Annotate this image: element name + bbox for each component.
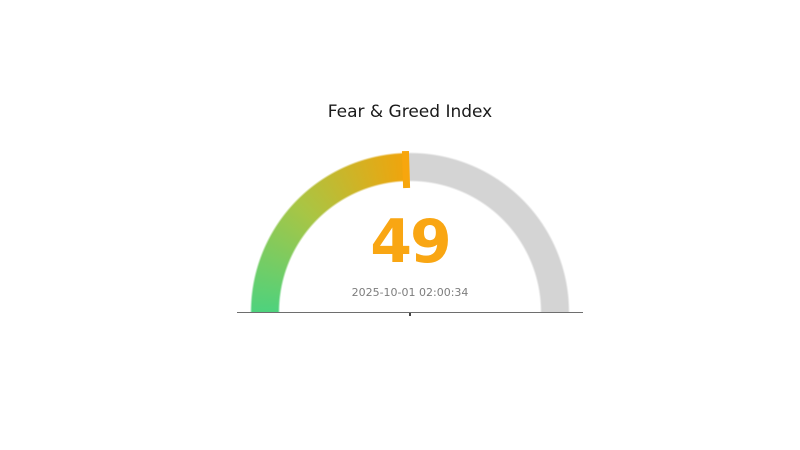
gauge-marker-needle [401,150,410,189]
chart-title: Fear & Greed Index [327,102,493,122]
gauge-arc [250,152,570,312]
axis-tick [409,313,411,316]
gauge-baseline [237,312,583,313]
gauge-timestamp: 2025-10-01 02:00:34 [351,286,469,299]
gauge-value: 49 [370,207,451,277]
